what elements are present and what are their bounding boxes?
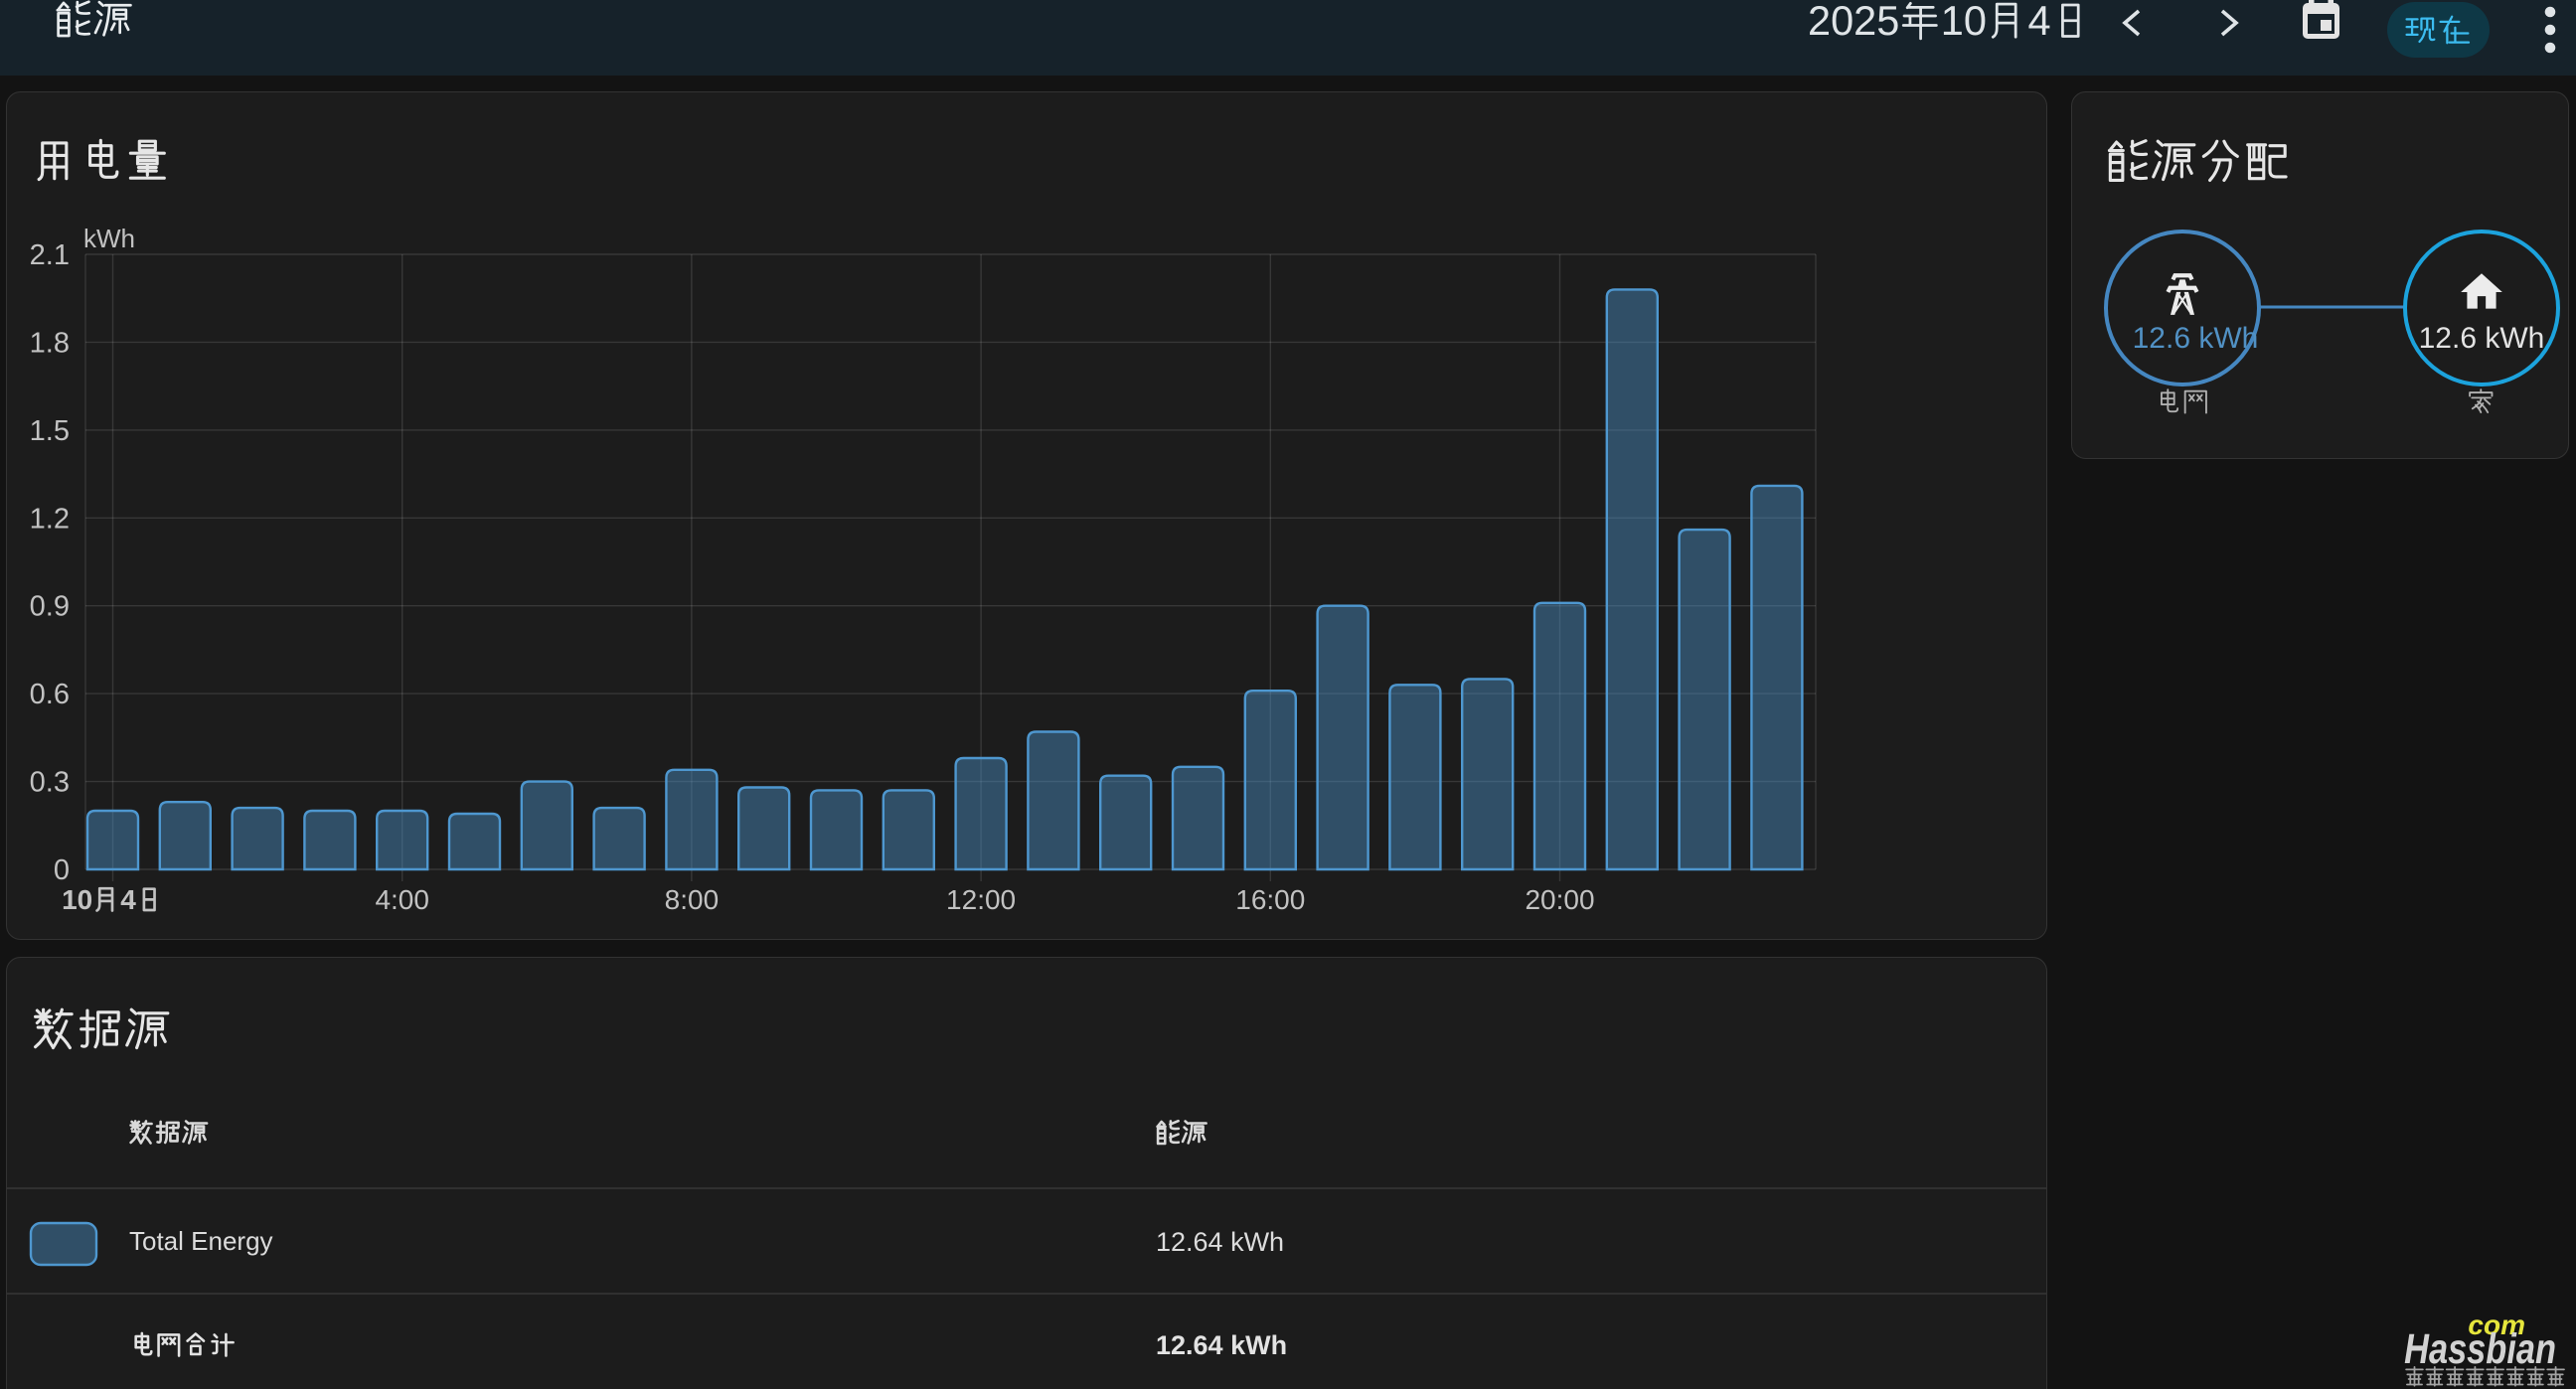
svg-text:16:00: 16:00 [1235,884,1305,915]
svg-text:1.2: 1.2 [30,503,70,535]
svg-text:0.6: 0.6 [30,679,70,710]
svg-text:4: 4 [120,884,136,915]
svg-text:Total Energy: Total Energy [129,1226,273,1256]
svg-text:2025: 2025 [1808,0,1899,44]
svg-text:10: 10 [1941,0,1987,44]
svg-text:com: com [2468,1310,2525,1340]
svg-text:10: 10 [62,884,92,915]
svg-text:12.64 kWh: 12.64 kWh [1156,1330,1287,1360]
svg-text:2.1: 2.1 [30,239,70,271]
svg-text:kWh: kWh [83,224,135,253]
svg-text:1.8: 1.8 [30,327,70,359]
svg-text:12.6 kWh: 12.6 kWh [2419,322,2545,355]
svg-text:12.64 kWh: 12.64 kWh [1156,1227,1284,1257]
svg-text:20:00: 20:00 [1525,884,1594,915]
svg-text:12.6 kWh: 12.6 kWh [2133,322,2259,355]
svg-text:0.3: 0.3 [30,767,70,799]
svg-text:4: 4 [2028,0,2051,44]
svg-text:0: 0 [54,854,70,886]
svg-text:8:00: 8:00 [665,884,720,915]
svg-text:0.9: 0.9 [30,591,70,623]
svg-text:4:00: 4:00 [375,884,429,915]
svg-text:12:00: 12:00 [946,884,1016,915]
svg-text:Hassbian: Hassbian [2404,1325,2556,1372]
svg-text:1.5: 1.5 [30,415,70,447]
